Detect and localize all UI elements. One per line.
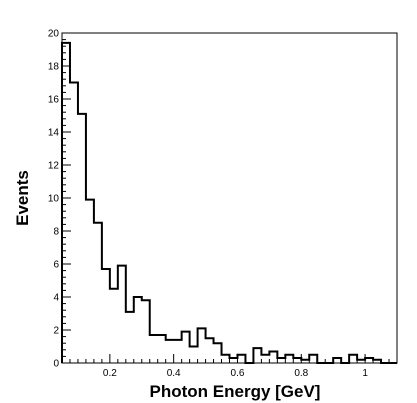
y-tick-label: 2 [53,326,59,337]
x-axis-title: Photon Energy [GeV] [150,382,321,401]
histogram-outline [61,41,397,364]
y-tick-label: 8 [53,227,59,238]
y-axis: 0 2 4 6 8 10 12 14 16 18 20 [48,29,71,370]
y-tick-label: 4 [53,293,59,304]
y-tick-label: 20 [48,29,60,40]
histogram-steps [61,41,397,364]
y-tick-label: 6 [53,260,59,271]
plot-frame [61,32,398,364]
x-tick-label: 1 [362,368,368,379]
y-tick-label: 16 [48,95,60,106]
x-tick-label: 0.4 [167,368,181,379]
y-tick-label: 14 [48,128,60,139]
y-tick-label: 12 [48,161,60,172]
y-tick-label: 10 [48,194,60,205]
y-tick-label: 0 [53,359,59,370]
x-tick-label: 0.8 [294,368,308,379]
y-tick-label: 18 [48,62,60,73]
x-tick-label: 0.2 [103,368,117,379]
y-axis-title: Events [13,170,32,226]
x-axis: 0.2 0.4 0.6 0.8 1 [61,354,398,379]
x-tick-label: 0.6 [231,368,245,379]
